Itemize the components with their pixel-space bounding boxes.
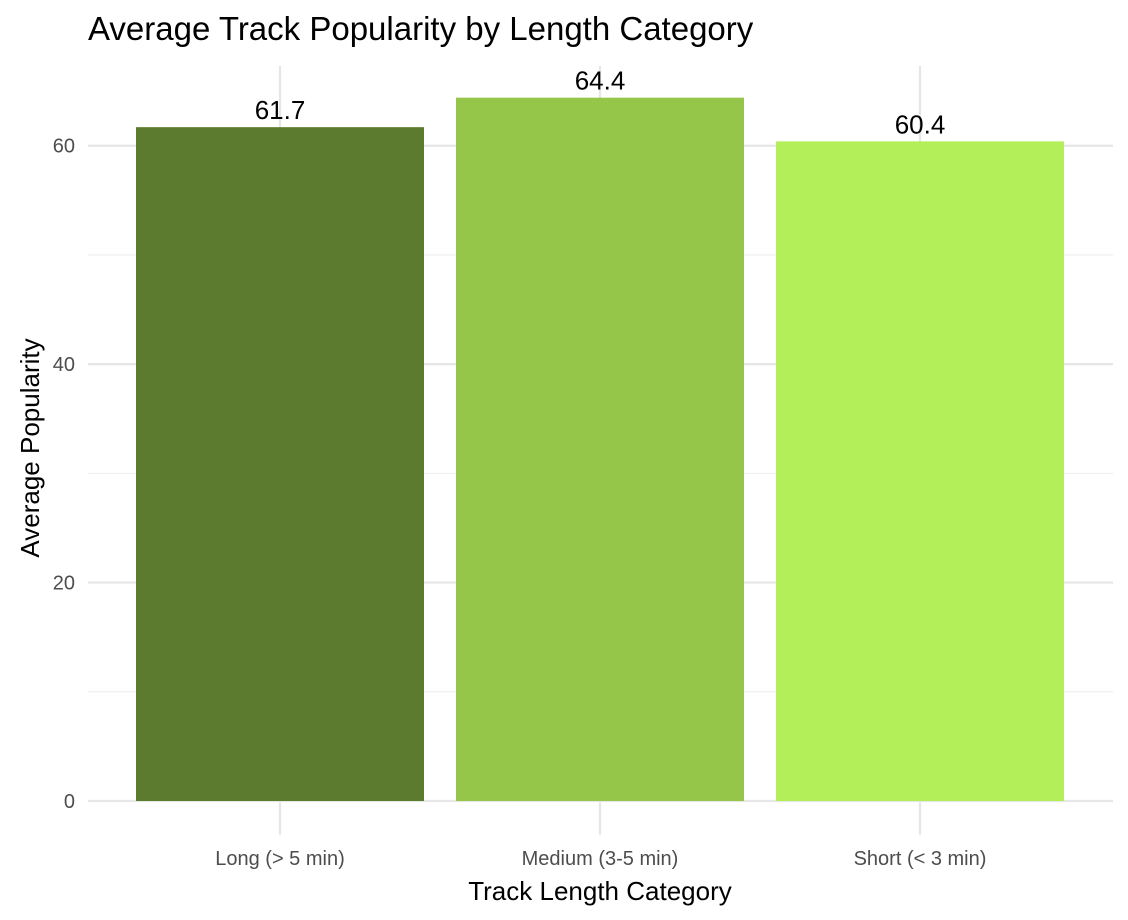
bar-value-label: 60.4 xyxy=(895,109,946,139)
y-tick-label: 20 xyxy=(53,573,75,595)
y-tick-label: 60 xyxy=(53,136,75,158)
bar xyxy=(136,127,424,801)
y-axis-title: Average Popularity xyxy=(15,338,45,557)
y-axis-ticks: 0 20 40 60 xyxy=(53,136,75,813)
bar xyxy=(776,141,1064,801)
data-labels: 61.7 64.4 60.4 xyxy=(255,66,946,140)
bar-value-label: 61.7 xyxy=(255,95,306,125)
y-tick-label: 40 xyxy=(53,354,75,376)
bar-value-label: 64.4 xyxy=(575,66,626,96)
bar xyxy=(456,97,744,801)
bars xyxy=(136,97,1064,801)
chart-title: Average Track Popularity by Length Categ… xyxy=(88,10,754,47)
x-tick-label: Medium (3-5 min) xyxy=(522,848,679,870)
y-tick-label: 0 xyxy=(64,791,75,813)
x-tick-label: Short (< 3 min) xyxy=(854,848,987,870)
x-tick-label: Long (> 5 min) xyxy=(215,848,345,870)
x-axis-title: Track Length Category xyxy=(468,876,732,906)
x-axis-ticks: Long (> 5 min) Medium (3-5 min) Short (< 3… xyxy=(215,848,986,870)
